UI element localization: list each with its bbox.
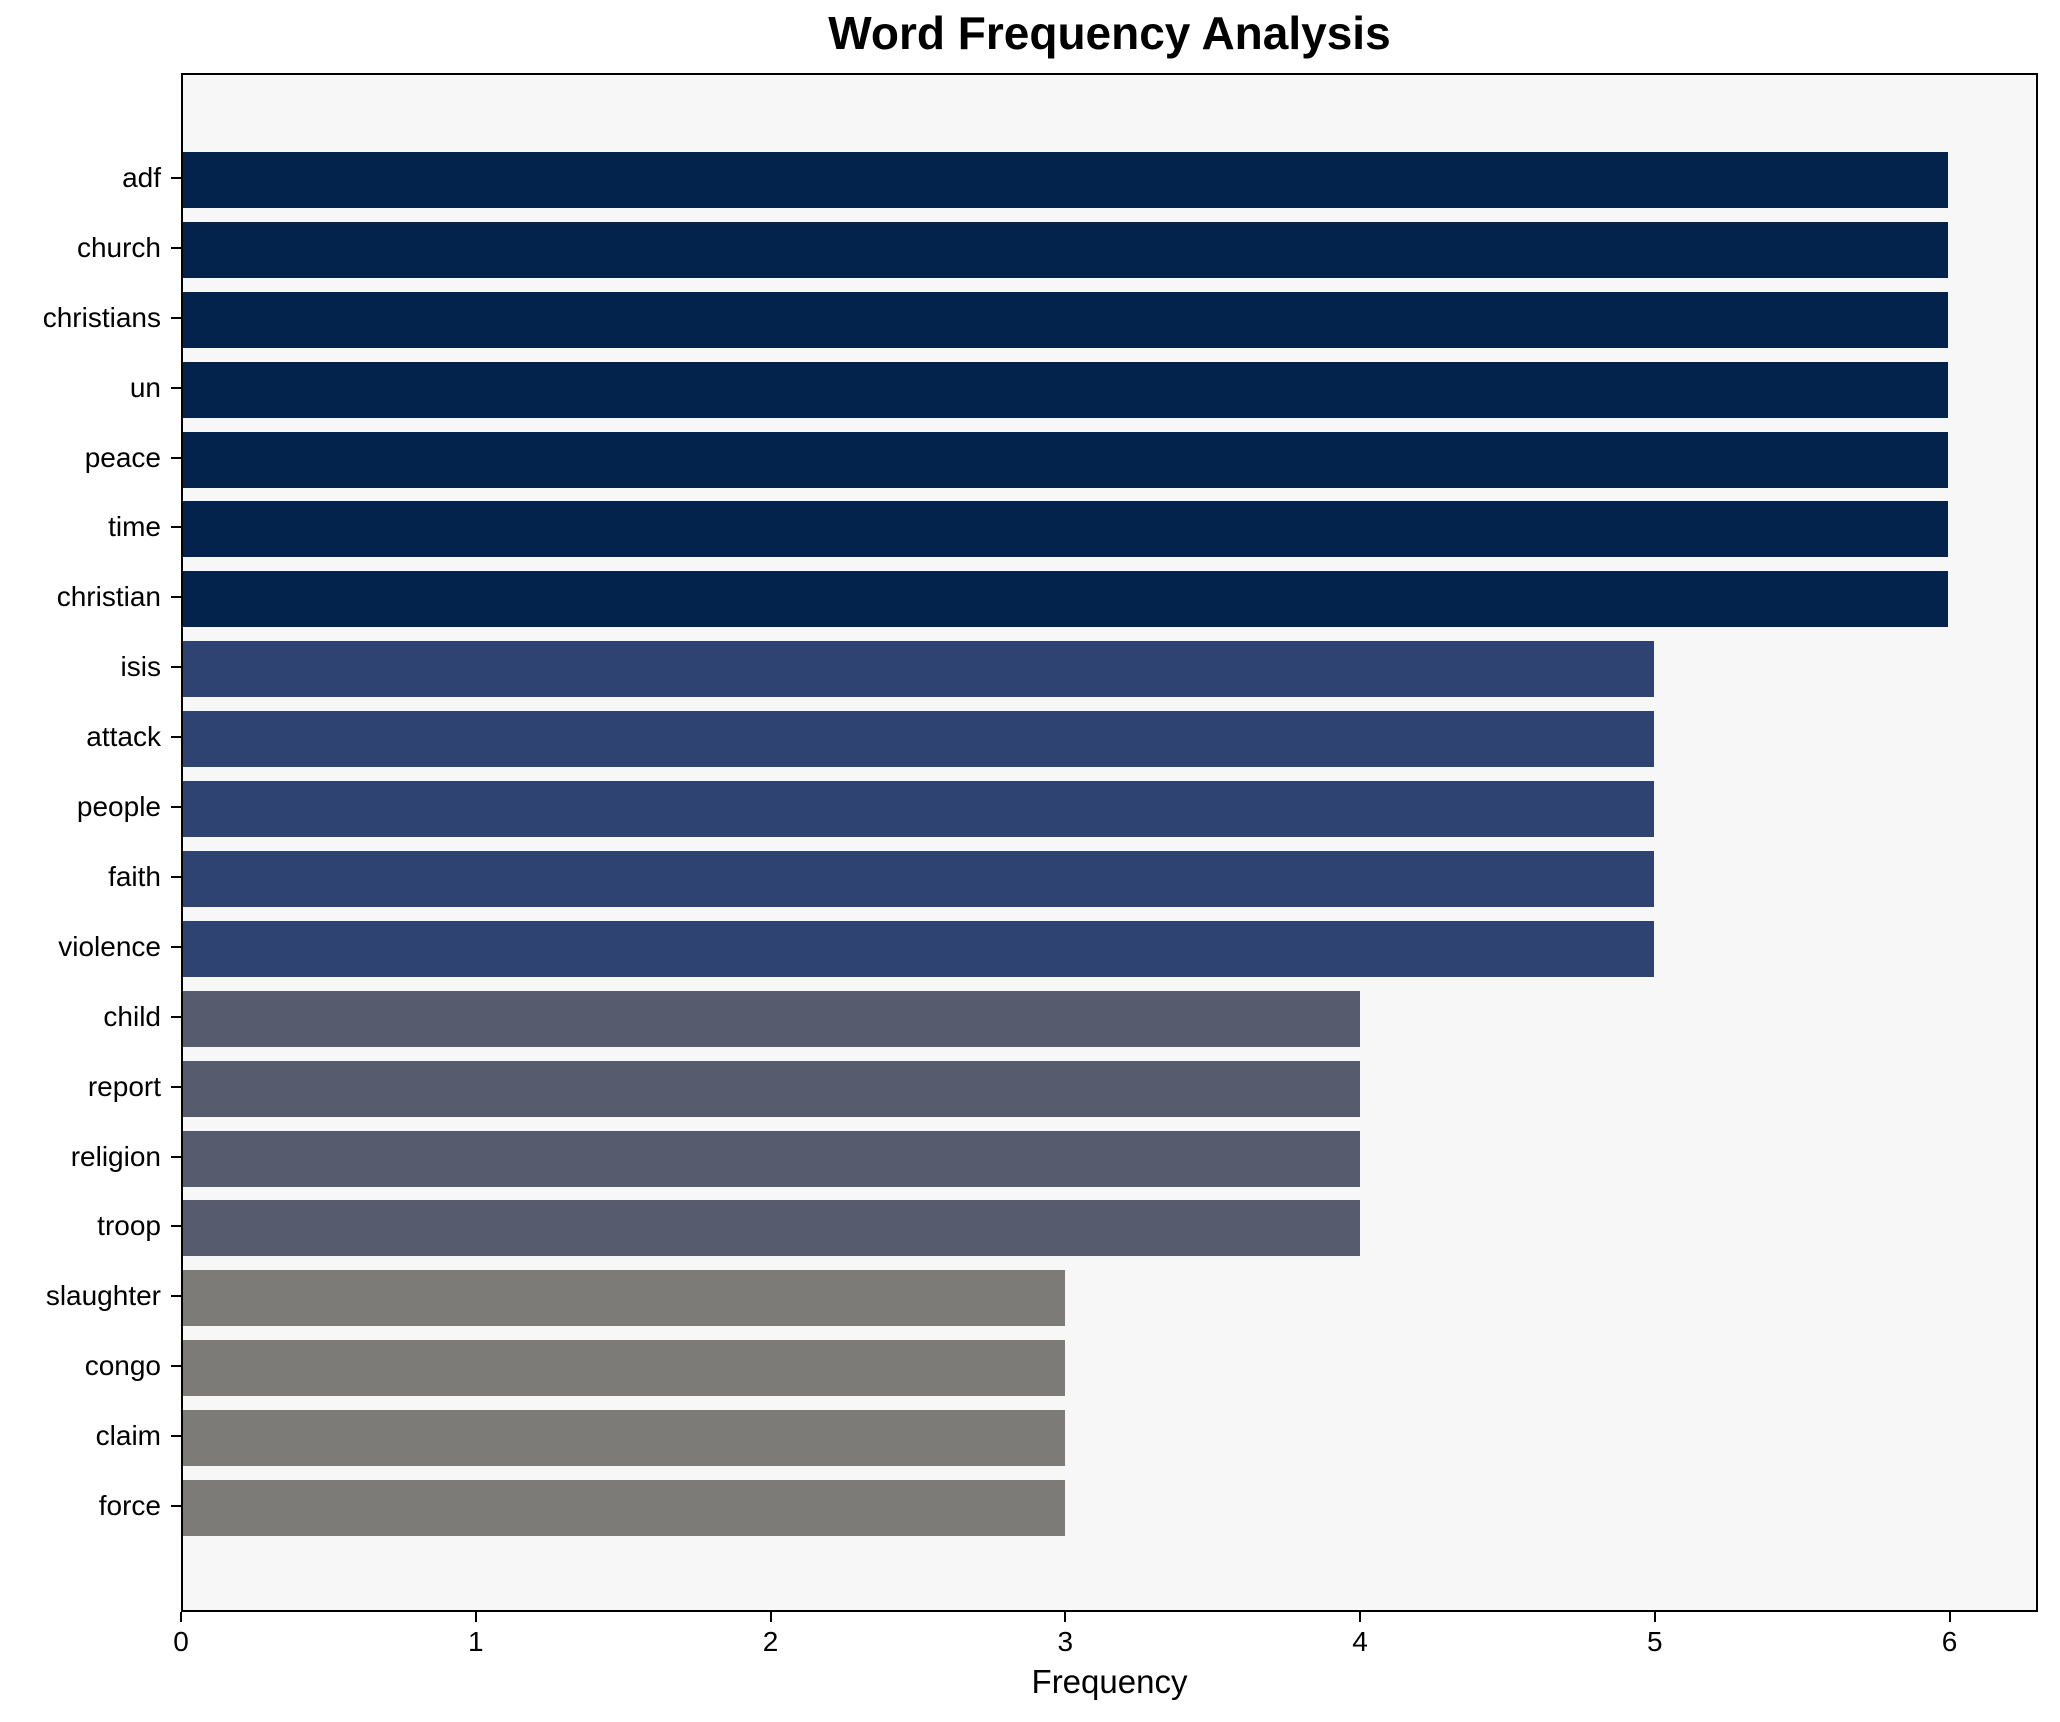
y-tick-mark-report [171, 1085, 181, 1088]
y-tick-mark-congo [171, 1365, 181, 1368]
y-tick-mark-church [171, 246, 181, 249]
y-tick-mark-troop [171, 1225, 181, 1228]
bar-church [183, 221, 1948, 278]
y-tick-label-claim: claim [95, 1420, 161, 1452]
y-tick-label-christians: christians [42, 301, 161, 333]
y-tick-mark-religion [171, 1155, 181, 1158]
y-tick-mark-attack [171, 736, 181, 739]
bar-slaughter [183, 1270, 1066, 1327]
bar-faith [183, 850, 1654, 907]
y-tick-mark-time [171, 526, 181, 529]
x-tick-mark-4 [1359, 1612, 1362, 1622]
bar-christian [183, 571, 1948, 628]
x-tick-mark-2 [769, 1612, 772, 1622]
y-tick-label-faith: faith [108, 860, 161, 892]
x-tick-mark-6 [1948, 1612, 1951, 1622]
bar-time [183, 501, 1948, 558]
y-tick-label-attack: attack [86, 721, 161, 753]
y-tick-mark-adf [171, 176, 181, 179]
bar-report [183, 1060, 1360, 1117]
x-axis-label: Frequency [1031, 1663, 1188, 1700]
y-tick-label-congo: congo [84, 1350, 161, 1382]
y-tick-mark-un [171, 386, 181, 389]
y-tick-label-un: un [129, 371, 161, 403]
y-tick-label-people: people [76, 791, 161, 823]
x-tick-label-3: 3 [1057, 1626, 1074, 1657]
y-tick-mark-peace [171, 456, 181, 459]
y-tick-mark-violence [171, 945, 181, 948]
y-tick-label-force: force [98, 1490, 161, 1522]
y-tick-label-adf: adf [122, 161, 161, 193]
bar-violence [183, 920, 1654, 977]
x-tick-label-6: 6 [1941, 1626, 1958, 1657]
y-tick-label-church: church [76, 231, 161, 263]
y-tick-label-slaughter: slaughter [45, 1280, 161, 1312]
x-tick-mark-3 [1064, 1612, 1067, 1622]
y-tick-label-report: report [87, 1070, 161, 1102]
bar-religion [183, 1130, 1360, 1187]
y-tick-mark-isis [171, 666, 181, 669]
bar-isis [183, 641, 1654, 698]
y-tick-mark-claim [171, 1435, 181, 1438]
bar-congo [183, 1340, 1066, 1397]
y-tick-label-child: child [103, 1000, 161, 1032]
y-tick-label-religion: religion [70, 1140, 161, 1172]
bar-attack [183, 711, 1654, 768]
x-tick-mark-0 [180, 1612, 182, 1622]
y-tick-label-violence: violence [58, 930, 161, 962]
x-tick-label-2: 2 [762, 1626, 779, 1657]
bar-force [183, 1480, 1066, 1537]
bar-christians [183, 291, 1948, 348]
x-tick-mark-1 [474, 1612, 477, 1622]
x-tick-label-4: 4 [1352, 1626, 1368, 1657]
y-tick-label-time: time [108, 511, 161, 543]
y-tick-mark-christian [171, 596, 181, 599]
chart-title: Word Frequency Analysis [828, 7, 1391, 59]
y-tick-label-troop: troop [97, 1210, 161, 1242]
bar-peace [183, 431, 1948, 488]
y-tick-mark-people [171, 806, 181, 809]
bar-un [183, 361, 1948, 418]
x-tick-label-1: 1 [467, 1626, 484, 1657]
y-tick-label-christian: christian [56, 581, 161, 613]
y-tick-label-isis: isis [120, 651, 161, 683]
y-tick-mark-slaughter [171, 1295, 181, 1298]
x-tick-label-5: 5 [1647, 1626, 1663, 1657]
y-tick-mark-christians [171, 316, 181, 319]
bar-child [183, 990, 1360, 1047]
plot-area [181, 73, 2038, 1612]
bar-troop [183, 1200, 1360, 1257]
bar-people [183, 781, 1654, 838]
y-tick-label-peace: peace [84, 441, 161, 473]
x-tick-label-0: 0 [173, 1626, 189, 1657]
bar-adf [183, 151, 1948, 208]
y-tick-mark-faith [171, 875, 181, 878]
y-tick-mark-force [171, 1505, 181, 1508]
y-tick-mark-child [171, 1015, 181, 1018]
x-tick-mark-5 [1653, 1612, 1656, 1622]
bar-claim [183, 1410, 1066, 1467]
